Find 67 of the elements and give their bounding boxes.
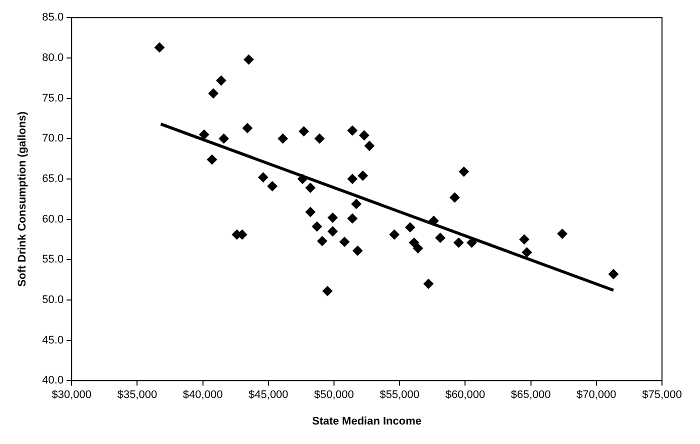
point	[305, 207, 316, 218]
point	[466, 238, 477, 248]
x-tick-label: $45,000	[248, 389, 288, 402]
y-tick-label: 40.0	[42, 374, 64, 387]
point	[454, 238, 464, 248]
x-tick-label: $75,000	[642, 389, 682, 402]
point	[347, 213, 358, 224]
point	[352, 246, 363, 256]
point	[347, 126, 358, 136]
y-tick-label: 80.0	[42, 52, 64, 64]
y-tick-label: 65.0	[42, 172, 64, 185]
point	[557, 228, 568, 239]
point	[340, 236, 350, 247]
point	[405, 222, 416, 232]
point	[409, 238, 420, 248]
y-tick-label: 55.0	[42, 254, 64, 266]
x-tick-label: $70,000	[576, 389, 616, 402]
point	[458, 166, 469, 177]
x-axis-title: State Median Income	[312, 415, 422, 428]
point	[359, 130, 370, 140]
x-tick-label: $50,000	[314, 389, 354, 402]
y-tick-label: 50.0	[42, 294, 64, 306]
point	[328, 212, 338, 223]
point	[305, 182, 316, 193]
point	[278, 134, 288, 144]
point	[519, 234, 530, 244]
point	[412, 243, 423, 254]
point	[242, 123, 252, 134]
point	[317, 236, 328, 246]
point	[358, 170, 368, 181]
x-tick-label: $30,000	[52, 389, 92, 402]
point	[522, 247, 532, 258]
point	[298, 174, 308, 184]
point	[364, 140, 374, 151]
point	[258, 172, 268, 182]
x-tick-label: $55,000	[380, 389, 420, 402]
x-tick-label: $35,000	[117, 389, 158, 402]
point	[218, 134, 229, 144]
point	[199, 130, 210, 140]
point	[450, 192, 460, 202]
point	[314, 134, 325, 144]
point	[351, 198, 362, 209]
x-tick-label: $65,000	[510, 389, 551, 402]
y-tick-label: 45.0	[42, 334, 64, 346]
point	[154, 42, 165, 52]
point	[298, 126, 309, 136]
y-tick-label: 75.0	[42, 92, 64, 104]
y-tick-label: 60.0	[42, 213, 64, 226]
x-tick-label: $60,000	[445, 389, 486, 402]
point	[267, 181, 278, 192]
y-tick-label: 85.0	[42, 12, 64, 24]
point	[244, 54, 254, 65]
point	[347, 174, 358, 184]
y-tick-label: 70.0	[42, 132, 64, 145]
point	[216, 76, 226, 86]
point	[322, 286, 332, 296]
point	[423, 278, 434, 289]
point	[435, 232, 446, 243]
x-tick-label: $40,000	[182, 389, 223, 402]
point	[389, 230, 400, 240]
point	[328, 226, 338, 236]
point	[428, 216, 439, 226]
point	[312, 222, 322, 232]
point	[608, 269, 618, 280]
point	[208, 88, 218, 98]
y-axis-title: Soft Drink Consumption (gallons)	[16, 111, 29, 287]
point	[206, 154, 217, 165]
